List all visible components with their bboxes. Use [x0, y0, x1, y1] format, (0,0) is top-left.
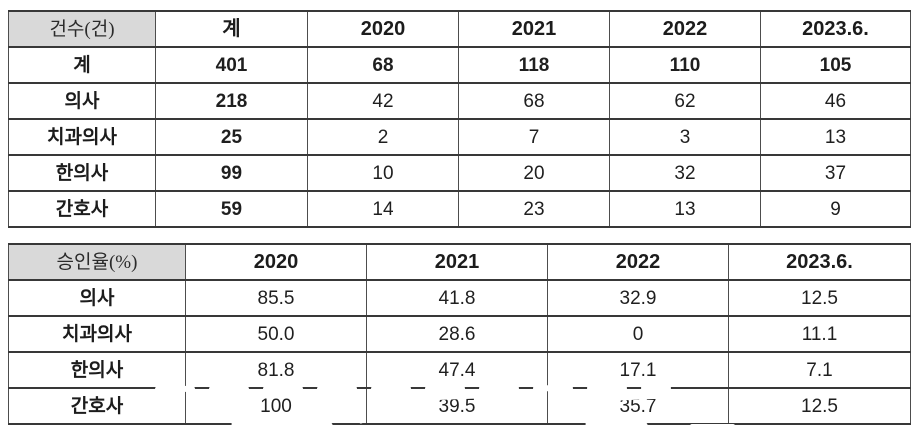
value-cell: 23	[458, 190, 610, 228]
row-label: 계	[8, 46, 156, 84]
table-row: 한의사 99 10 20 32 37	[8, 154, 911, 192]
value-cell: 0	[547, 315, 729, 353]
value-cell: 68	[307, 46, 459, 84]
column-header: 2021	[458, 10, 610, 48]
approval-rate-table: 승인율(%) 2020 2021 2022 2023.6. 의사 85.5 41.8 32.9 1…	[8, 243, 911, 425]
row-label: 한의사	[8, 351, 186, 389]
table-row: 치과의사 50.0 28.6 0 11.1	[8, 315, 911, 353]
value-cell: 81.8	[185, 351, 367, 389]
value-cell: 11.1	[728, 315, 911, 353]
value-cell: 42	[307, 82, 459, 120]
value-cell: 110	[609, 46, 761, 84]
column-header: 2020	[185, 243, 367, 281]
value-cell: 100	[185, 387, 367, 425]
value-cell: 105	[760, 46, 911, 84]
value-cell: 14	[307, 190, 459, 228]
value-cell: 37	[760, 154, 911, 192]
value-cell: 46	[760, 82, 911, 120]
value-cell: 10	[307, 154, 459, 192]
value-cell: 3	[609, 118, 761, 156]
value-cell: 32.9	[547, 279, 729, 317]
column-header: 2022	[547, 243, 729, 281]
corner-label: 건수(건)	[8, 10, 156, 48]
value-cell: 68	[458, 82, 610, 120]
row-label: 간호사	[8, 190, 156, 228]
value-cell: 118	[458, 46, 610, 84]
corner-label: 승인율(%)	[8, 243, 186, 281]
column-header: 2020	[307, 10, 459, 48]
value-cell: 85.5	[185, 279, 367, 317]
table-row: 간호사 59 14 23 13 9	[8, 190, 911, 228]
value-cell: 59	[155, 190, 308, 228]
value-cell: 20	[458, 154, 610, 192]
value-cell: 47.4	[366, 351, 548, 389]
value-cell: 7.1	[728, 351, 911, 389]
column-header: 2023.6.	[728, 243, 911, 281]
column-header: 2022	[609, 10, 761, 48]
row-label: 치과의사	[8, 118, 156, 156]
column-header: 2023.6.	[760, 10, 911, 48]
table-row: 의사 85.5 41.8 32.9 12.5	[8, 279, 911, 317]
row-label: 치과의사	[8, 315, 186, 353]
table-row: 치과의사 25 2 7 3 13	[8, 118, 911, 156]
value-cell: 13	[760, 118, 911, 156]
value-cell: 2	[307, 118, 459, 156]
table-row: 의사 218 42 68 62 46	[8, 82, 911, 120]
value-cell: 12.5	[728, 387, 911, 425]
table-row: 계 401 68 118 110 105	[8, 46, 911, 84]
value-cell: 39.5	[366, 387, 548, 425]
value-cell: 62	[609, 82, 761, 120]
value-cell: 35.7	[547, 387, 729, 425]
value-cell: 41.8	[366, 279, 548, 317]
table-row: 한의사 81.8 47.4 17.1 7.1	[8, 351, 911, 389]
value-cell: 7	[458, 118, 610, 156]
value-cell: 218	[155, 82, 308, 120]
value-cell: 12.5	[728, 279, 911, 317]
table-row: 간호사 100 39.5 35.7 12.5	[8, 387, 911, 425]
value-cell: 401	[155, 46, 308, 84]
row-label: 간호사	[8, 387, 186, 425]
value-cell: 25	[155, 118, 308, 156]
value-cell: 13	[609, 190, 761, 228]
header-row: 건수(건) 계 2020 2021 2022 2023.6.	[8, 10, 911, 48]
value-cell: 9	[760, 190, 911, 228]
header-row: 승인율(%) 2020 2021 2022 2023.6.	[8, 243, 911, 281]
column-header: 2021	[366, 243, 548, 281]
cases-table: 건수(건) 계 2020 2021 2022 2023.6. 계 401 68 118 110 105…	[8, 10, 911, 228]
row-label: 의사	[8, 279, 186, 317]
value-cell: 17.1	[547, 351, 729, 389]
value-cell: 28.6	[366, 315, 548, 353]
value-cell: 50.0	[185, 315, 367, 353]
value-cell: 32	[609, 154, 761, 192]
column-header: 계	[155, 10, 308, 48]
row-label: 의사	[8, 82, 156, 120]
row-label: 한의사	[8, 154, 156, 192]
value-cell: 99	[155, 154, 308, 192]
